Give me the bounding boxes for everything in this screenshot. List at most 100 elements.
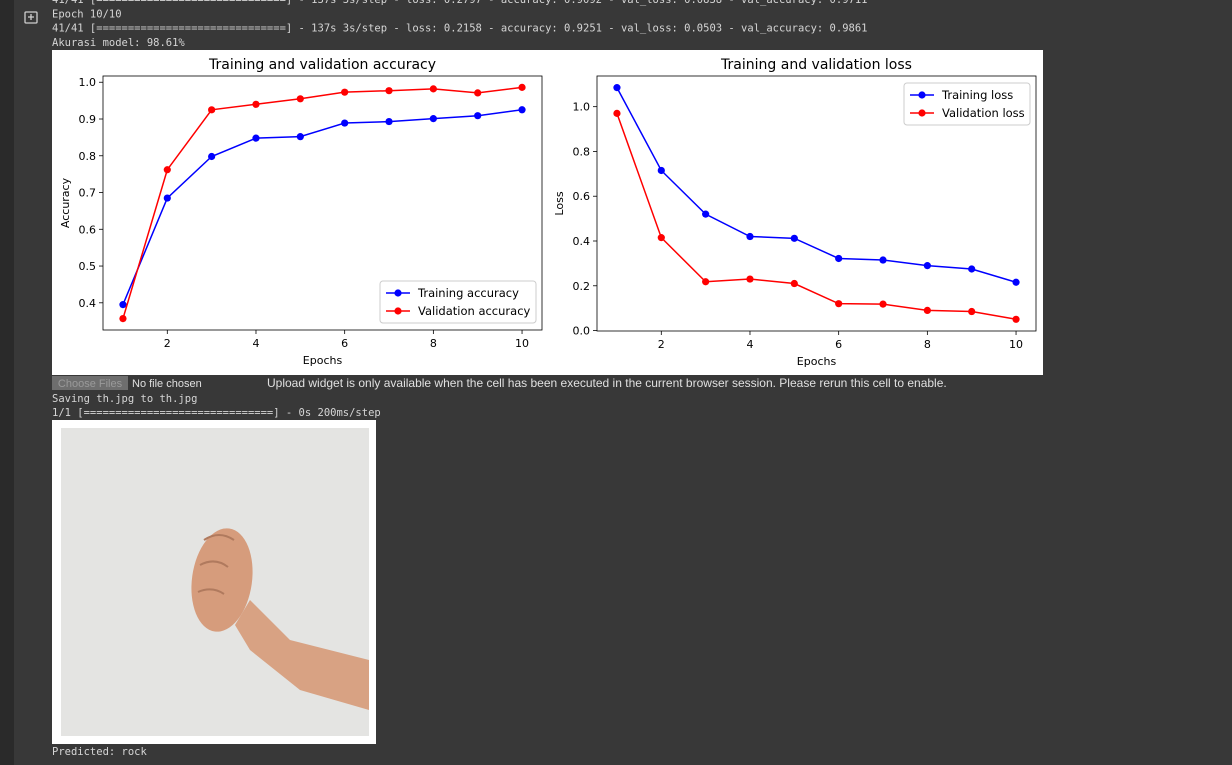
log-line: 1/1 [==============================] - 0… <box>52 407 381 419</box>
data-point <box>208 106 216 114</box>
data-point <box>835 254 843 263</box>
data-point <box>429 115 437 123</box>
x-axis-label: Epochs <box>303 354 343 367</box>
legend-label: Training accuracy <box>417 286 519 300</box>
data-point <box>518 106 526 114</box>
data-point <box>790 279 798 288</box>
y-tick-label: 0.0 <box>573 325 591 338</box>
x-tick-label: 10 <box>1009 338 1023 351</box>
file-status: No file chosen <box>132 378 202 390</box>
y-tick-label: 1.0 <box>573 101 591 114</box>
choose-files-button[interactable] <box>52 376 128 390</box>
data-point <box>1012 278 1020 286</box>
y-tick-label: 0.4 <box>573 235 591 248</box>
legend-marker <box>394 307 402 315</box>
prediction: Predicted: rock <box>52 746 148 758</box>
data-point <box>835 300 843 308</box>
legend <box>903 82 1031 126</box>
data-point <box>119 301 127 309</box>
data-point <box>746 232 754 241</box>
log-line: Saving th.jpg to th.jpg <box>52 393 197 405</box>
data-point <box>429 85 437 93</box>
data-point <box>968 265 976 273</box>
plot-area <box>102 75 543 331</box>
y-axis-label: Loss <box>553 191 566 215</box>
legend-marker <box>394 289 402 297</box>
y-axis-label: Accuracy <box>59 177 72 228</box>
data-point <box>208 152 216 161</box>
legend-label: Training loss <box>941 88 1013 102</box>
data-point <box>252 100 260 108</box>
data-point <box>968 307 976 316</box>
output-icon[interactable] <box>24 11 38 24</box>
data-point <box>296 133 304 141</box>
data-point <box>385 87 393 95</box>
data-point <box>518 83 526 91</box>
series-line <box>616 113 1017 321</box>
data-point <box>879 300 887 308</box>
y-tick-label: 1.0 <box>79 76 97 89</box>
data-point <box>879 256 887 264</box>
legend-label: Validation accuracy <box>418 304 531 318</box>
y-tick-label: 0.4 <box>79 297 97 310</box>
y-tick-label: 0.6 <box>79 223 97 236</box>
data-point <box>474 89 482 97</box>
y-tick-label: 0.8 <box>79 150 97 163</box>
x-axis-label: Epochs <box>797 355 837 368</box>
data-point <box>613 109 621 117</box>
y-tick-label: 0.5 <box>79 260 97 273</box>
console-line: 41/41 [==============================] -… <box>52 0 867 6</box>
data-point <box>385 117 393 126</box>
x-tick-label: 8 <box>430 337 437 350</box>
data-point <box>702 278 710 286</box>
x-tick-label: 2 <box>658 338 665 351</box>
image <box>61 428 369 736</box>
series-line <box>122 109 523 305</box>
data-point <box>163 194 171 202</box>
x-tick-label: 4 <box>252 337 259 350</box>
data-point <box>657 166 665 175</box>
legend-label: Validation loss <box>942 106 1025 120</box>
console-line: Akurasi model: 98.61% <box>52 37 185 49</box>
y-tick-label: 0.8 <box>573 145 591 158</box>
y-tick-label: 0.7 <box>79 187 97 200</box>
data-point <box>1012 315 1020 323</box>
x-tick-label: 6 <box>835 338 842 351</box>
data-point <box>163 166 171 174</box>
legend-marker <box>918 91 926 99</box>
data-point <box>702 210 710 218</box>
data-point <box>252 134 260 142</box>
data-point <box>613 84 621 92</box>
plot-area <box>596 75 1037 332</box>
upload-message: Upload widget is only available when the… <box>267 376 947 390</box>
data-point <box>923 262 931 270</box>
x-tick-label: 4 <box>746 338 753 351</box>
data-point <box>923 306 931 315</box>
legend-marker <box>918 109 926 117</box>
chart-title: Training and validation accuracy <box>208 57 436 73</box>
data-point <box>341 88 349 96</box>
gutter <box>0 0 14 765</box>
figure <box>52 50 1043 375</box>
series-line <box>616 87 1017 283</box>
x-tick-label: 6 <box>341 337 348 350</box>
y-tick-label: 0.2 <box>573 280 591 293</box>
data-point <box>296 95 304 103</box>
data-point <box>657 234 665 242</box>
y-tick-label: 0.9 <box>79 113 97 126</box>
data-point <box>474 112 482 120</box>
data-point <box>746 275 754 283</box>
data-point <box>119 315 127 323</box>
data-point <box>790 234 798 242</box>
x-tick-label: 10 <box>515 337 529 350</box>
data-point <box>341 119 349 127</box>
x-tick-label: 2 <box>164 337 171 350</box>
console-line: Epoch 10/10 <box>52 8 122 20</box>
y-tick-label: 0.6 <box>573 190 591 203</box>
console-line: 41/41 [==============================] -… <box>52 23 867 35</box>
legend <box>379 280 537 324</box>
x-tick-label: 8 <box>924 338 931 351</box>
button-label[interactable]: Choose Files <box>58 378 123 390</box>
chart-title: Training and validation loss <box>720 57 912 73</box>
